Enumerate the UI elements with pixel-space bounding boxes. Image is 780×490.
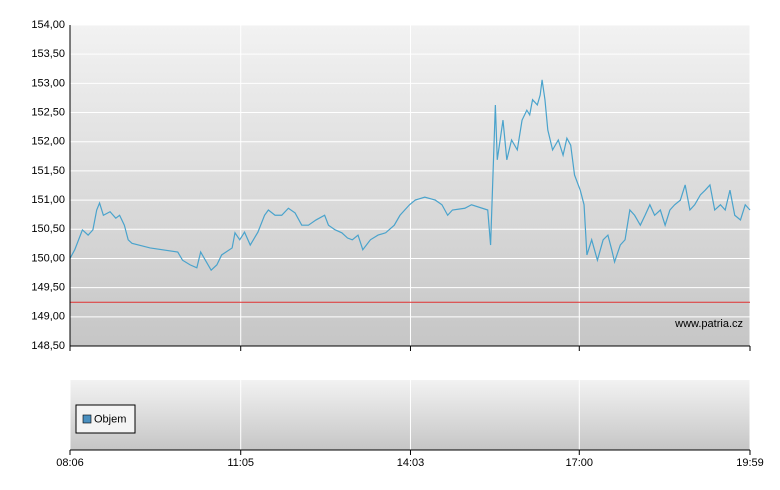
y-tick-label: 151,50 [31,165,65,177]
legend-swatch [82,414,92,424]
y-tick-label: 150,50 [31,223,65,235]
legend-label: Objem [94,413,126,425]
x-tick-label: 19:59 [736,457,764,469]
x-tick-label: 17:00 [566,457,594,469]
y-tick-label: 148,50 [31,340,65,352]
y-tick-label: 149,50 [31,282,65,294]
y-tick-label: 153,00 [31,77,65,89]
y-tick-label: 153,50 [31,48,65,60]
y-tick-label: 154,00 [31,19,65,31]
watermark: www.patria.cz [674,318,743,330]
y-tick-label: 151,00 [31,194,65,206]
x-tick-label: 14:03 [397,457,425,469]
y-tick-label: 152,00 [31,136,65,148]
x-tick-label: 11:05 [227,457,254,469]
y-tick-label: 149,00 [31,311,65,323]
price-line [69,79,751,272]
y-tick-label: 152,50 [31,106,65,118]
x-tick-label: 08:06 [56,457,84,469]
y-tick-label: 150,00 [31,252,65,264]
